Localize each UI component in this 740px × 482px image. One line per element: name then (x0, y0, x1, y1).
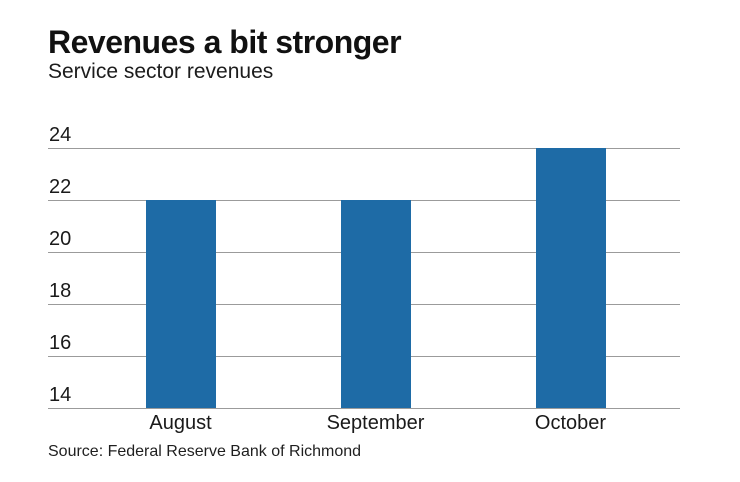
y-axis-tick-label: 22 (49, 176, 72, 198)
x-axis-label-august: August (149, 412, 212, 434)
chart-subtitle: Service sector revenues (48, 60, 274, 83)
gridline (48, 408, 680, 409)
y-axis-tick-label: 24 (49, 124, 72, 146)
bar-august (145, 200, 216, 408)
x-axis-label-september: September (326, 412, 425, 434)
gridline (48, 148, 680, 149)
x-axis-label-october: October (534, 412, 607, 434)
y-axis-tick-label: 14 (49, 384, 72, 406)
bar-september (340, 200, 411, 408)
y-axis-tick-label: 20 (49, 228, 72, 250)
source-attribution: Source: Federal Reserve Bank of Richmond (48, 443, 362, 460)
bar-october (535, 148, 606, 408)
bar-chart-plot: 24 22 20 18 16 14 August September October (48, 124, 680, 434)
y-axis-tick-label: 18 (49, 280, 72, 302)
chart-title: Revenues a bit stronger (48, 24, 402, 60)
y-axis-tick-label: 16 (49, 332, 72, 354)
